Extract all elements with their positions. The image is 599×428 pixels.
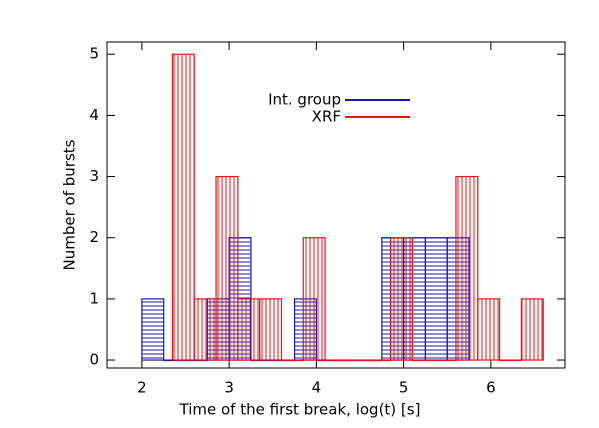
histogram-bar [424,237,448,361]
histogram-bar [215,175,239,361]
x-tick-label: 6 [486,379,496,397]
x-tick-label: 4 [312,379,322,397]
histogram-bar [302,237,326,361]
x-axis-label: Time of the first break, log(t) [s] [179,401,421,419]
histogram-bar [498,359,522,362]
histogram-bar [237,298,261,361]
x-tick-label: 3 [224,379,234,397]
y-tick-label: 2 [89,228,99,246]
histogram-bar [520,298,544,361]
y-tick-label: 1 [89,289,99,307]
histogram-bar [455,175,479,361]
histogram-bar [324,359,348,362]
y-tick-label: 3 [89,167,99,185]
y-tick-label: 4 [89,106,99,124]
histogram-bar [280,359,304,362]
y-axis-label: Number of bursts [61,139,79,270]
legend-label: Int. group [268,91,341,109]
histogram-bar [433,359,457,362]
histogram-bar [411,359,435,362]
histogram-bar [368,359,392,362]
histogram-bar [389,237,413,361]
histogram-bar [259,298,283,361]
plot-frame [106,41,566,369]
legend-label: XRF [312,108,341,126]
histogram-bar [477,298,501,361]
histogram-bar [171,53,195,361]
x-tick-label: 5 [399,379,409,397]
y-tick-label: 5 [89,45,99,63]
histogram-bar [346,359,370,362]
y-tick-label: 0 [89,351,99,369]
x-tick-label: 2 [137,379,147,397]
histogram-bar [141,298,165,361]
histogram-bar [193,298,217,361]
